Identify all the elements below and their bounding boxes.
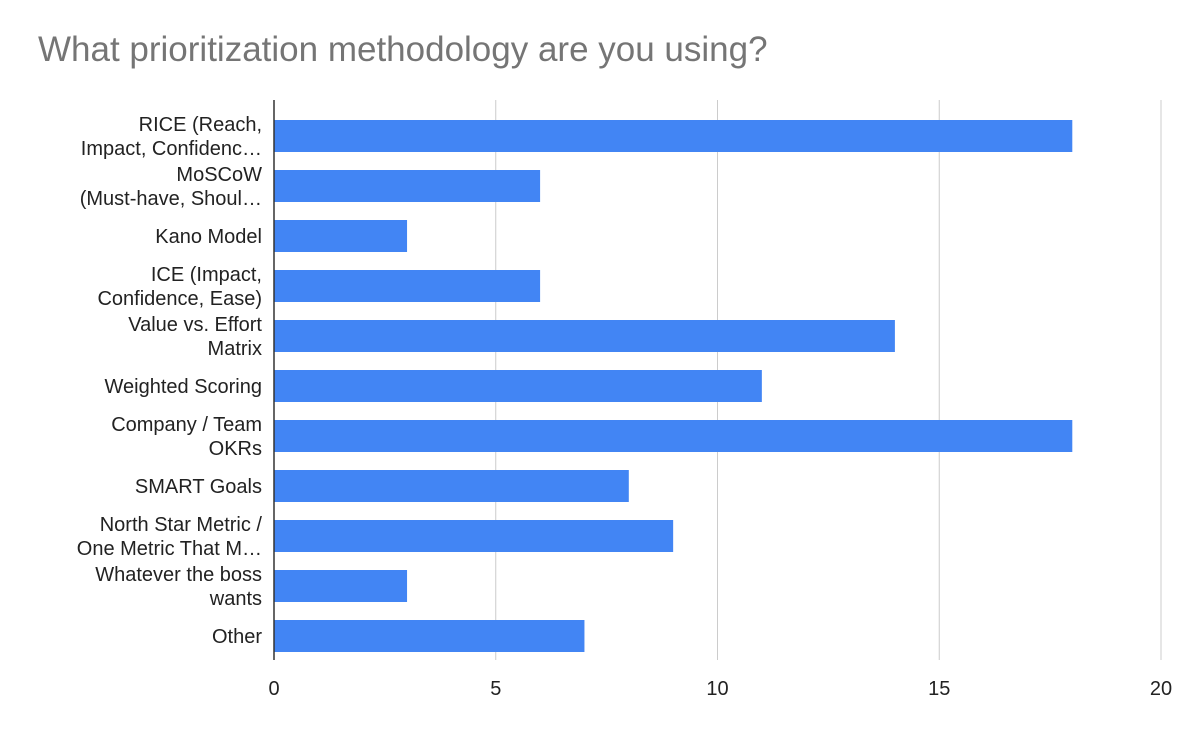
bar xyxy=(274,570,408,602)
category-label: MoSCoW xyxy=(176,164,262,186)
bar xyxy=(274,220,408,252)
bar xyxy=(274,520,674,552)
category-label: Whatever the boss xyxy=(95,564,262,586)
category-label: Confidence, Ease) xyxy=(97,288,262,310)
bars xyxy=(274,120,1073,652)
category-label: One Metric That M… xyxy=(77,538,262,560)
bar xyxy=(274,370,762,402)
bar xyxy=(274,320,895,352)
category-label: SMART Goals xyxy=(135,476,262,498)
category-label: Company / Team xyxy=(111,414,262,436)
category-label: Weighted Scoring xyxy=(105,376,263,398)
category-label: Impact, Confidenc… xyxy=(81,138,262,160)
x-tick-label: 0 xyxy=(268,678,279,700)
bar xyxy=(274,120,1073,152)
category-label: Kano Model xyxy=(155,226,262,248)
x-tick-label: 10 xyxy=(706,678,728,700)
category-label: Matrix xyxy=(208,338,262,360)
x-tick-labels: 0 5 10 15 20 xyxy=(268,678,1172,700)
category-label: RICE (Reach, xyxy=(139,114,262,136)
category-label: Other xyxy=(212,626,262,648)
category-label: North Star Metric / xyxy=(100,514,263,536)
bar xyxy=(274,170,541,202)
category-label: (Must-have, Shoul… xyxy=(80,188,262,210)
category-label: ICE (Impact, xyxy=(151,264,262,286)
bar xyxy=(274,470,629,502)
bar xyxy=(274,270,541,302)
category-labels: RICE (Reach,Impact, Confidenc… MoSCoW(Mus… xyxy=(77,114,263,648)
category-label: OKRs xyxy=(209,438,262,460)
chart-title: What prioritization methodology are you … xyxy=(38,30,768,69)
bar xyxy=(274,620,585,652)
bar xyxy=(274,420,1073,452)
category-label: wants xyxy=(209,588,262,610)
category-label: Value vs. Effort xyxy=(128,314,262,336)
x-tick-label: 20 xyxy=(1150,678,1172,700)
x-tick-label: 5 xyxy=(490,678,501,700)
x-tick-label: 15 xyxy=(928,678,950,700)
